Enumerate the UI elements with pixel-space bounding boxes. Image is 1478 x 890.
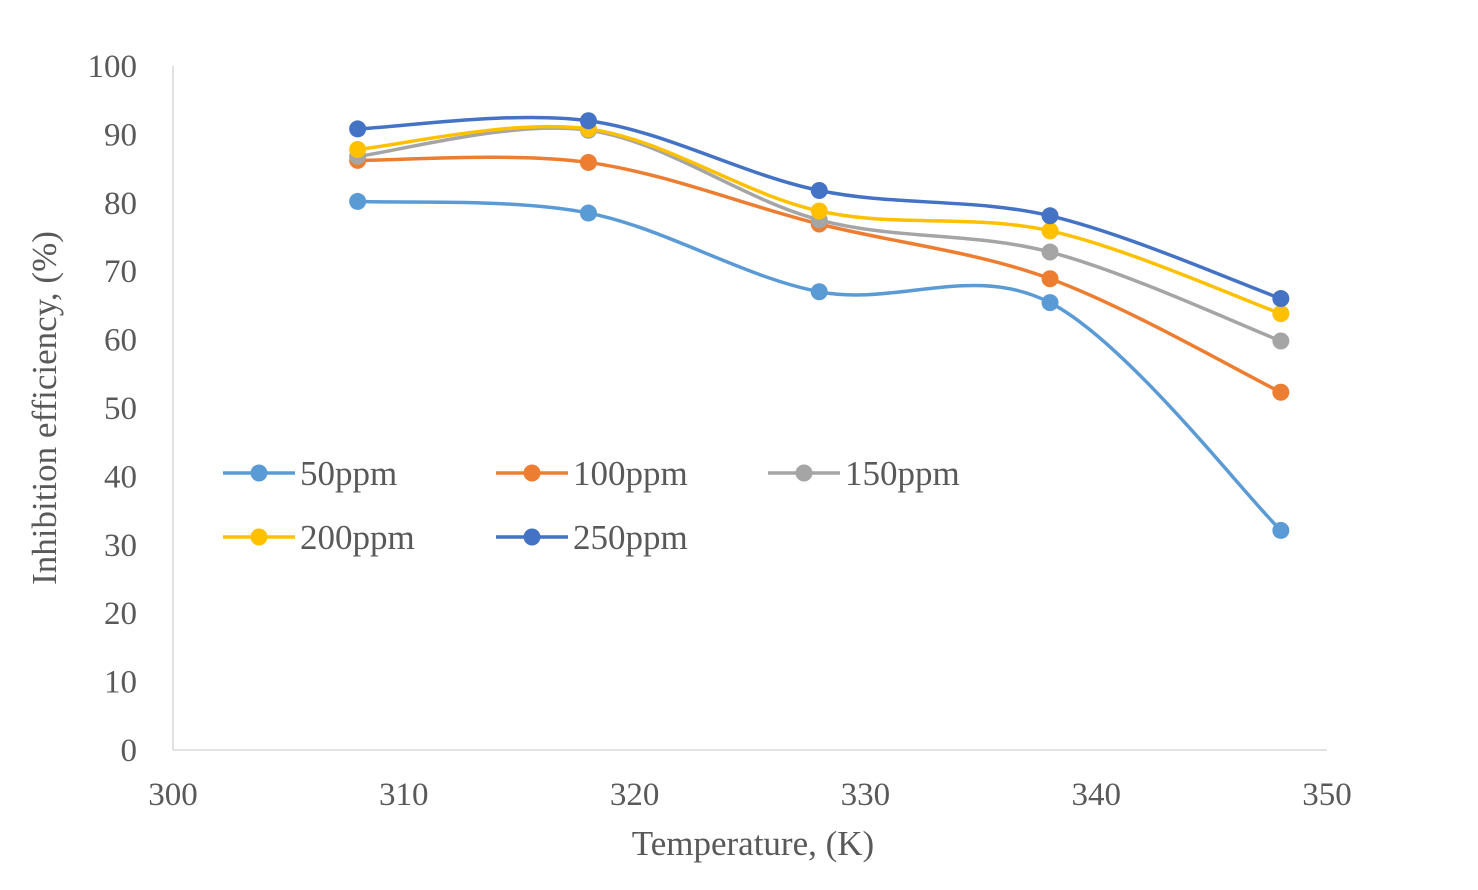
data-point xyxy=(810,283,828,301)
y-tick-label: 70 xyxy=(104,254,137,290)
y-tick-label: 40 xyxy=(104,459,137,495)
data-point xyxy=(1272,521,1290,539)
legend-label: 250ppm xyxy=(573,518,688,557)
data-point xyxy=(1041,270,1059,288)
legend-marker xyxy=(250,464,268,482)
legend-item: 250ppm xyxy=(496,518,688,557)
x-tick-labels: 300 310 320 330 340 350 xyxy=(148,777,1352,813)
x-tick-label: 340 xyxy=(1071,777,1121,813)
series-200ppm xyxy=(349,120,1290,323)
legend-marker xyxy=(795,464,813,482)
data-point xyxy=(1272,290,1290,308)
x-tick-label: 310 xyxy=(379,777,429,813)
x-tick-label: 320 xyxy=(610,777,660,813)
y-tick-label: 0 xyxy=(121,733,138,769)
y-tick-label: 10 xyxy=(104,665,137,701)
series-line xyxy=(357,126,1282,343)
data-point xyxy=(579,112,597,130)
data-point xyxy=(349,120,367,138)
series-layer xyxy=(349,112,1290,539)
legend-label: 100ppm xyxy=(573,454,688,493)
data-point xyxy=(810,181,828,199)
legend: 50ppm 100ppm 150ppm 200ppm 250ppm xyxy=(223,454,960,557)
y-tick-label: 80 xyxy=(104,186,137,222)
legend-item: 50ppm xyxy=(223,454,397,493)
y-axis-title: Inhibition efficiency, (%) xyxy=(25,231,64,585)
legend-item: 100ppm xyxy=(496,454,688,493)
data-point xyxy=(1272,332,1290,350)
data-point xyxy=(810,202,828,220)
data-point xyxy=(349,140,367,158)
x-axis-title: Temperature, (K) xyxy=(632,824,874,863)
x-tick-label: 330 xyxy=(841,777,891,813)
data-point xyxy=(1272,305,1290,323)
legend-item: 200ppm xyxy=(223,518,415,557)
y-tick-labels: 0 10 20 30 40 50 60 70 80 90 100 xyxy=(88,49,138,769)
legend-item: 150ppm xyxy=(768,454,960,493)
data-point xyxy=(1272,383,1290,401)
y-tick-label: 30 xyxy=(104,528,137,564)
data-point xyxy=(579,153,597,171)
series-250ppm xyxy=(349,112,1290,308)
legend-marker xyxy=(523,464,541,482)
data-point xyxy=(1041,243,1059,261)
series-50ppm xyxy=(349,192,1290,539)
axes xyxy=(172,66,1327,751)
data-point xyxy=(1041,207,1059,225)
data-point xyxy=(349,192,367,210)
x-tick-label: 300 xyxy=(148,777,198,813)
legend-label: 50ppm xyxy=(300,454,397,493)
y-tick-label: 60 xyxy=(104,323,137,359)
y-tick-label: 50 xyxy=(104,391,137,427)
y-tick-label: 20 xyxy=(104,596,137,632)
legend-label: 150ppm xyxy=(845,454,960,493)
data-point xyxy=(579,204,597,222)
legend-marker xyxy=(523,528,541,546)
x-tick-label: 350 xyxy=(1302,777,1352,813)
series-line xyxy=(357,199,1283,532)
legend-label: 200ppm xyxy=(300,518,415,557)
data-point xyxy=(1041,222,1059,240)
legend-marker xyxy=(250,528,268,546)
y-tick-label: 100 xyxy=(88,49,138,85)
data-point xyxy=(1041,294,1059,312)
y-tick-label: 90 xyxy=(104,117,137,153)
